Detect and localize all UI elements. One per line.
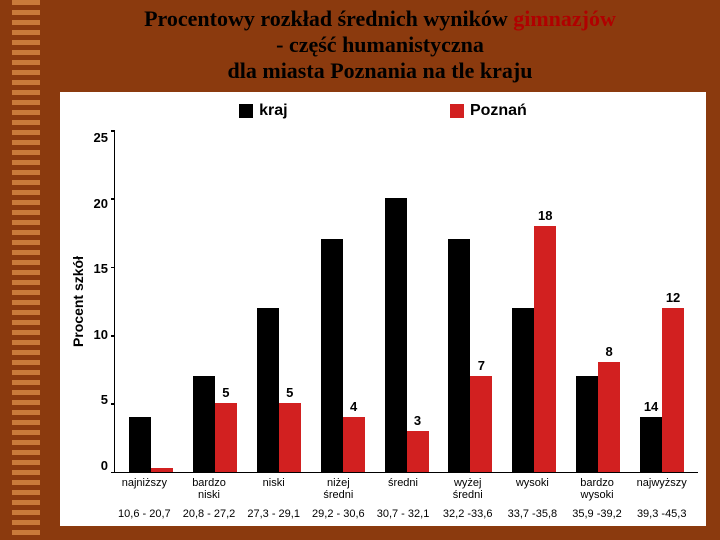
bar-poznan: 8 (598, 362, 620, 471)
legend-item-kraj: kraj (239, 102, 287, 120)
bar-poznan: 18 (534, 226, 556, 472)
plot-area: 554371881412 (114, 130, 698, 473)
title-pre: Procentowy rozkład średnich wyników (144, 6, 513, 31)
bar-kraj (193, 376, 215, 472)
tick-mark (111, 267, 115, 269)
bar-label: 14 (644, 399, 658, 414)
bar-poznan: 12 (662, 308, 684, 472)
bar-label: 3 (414, 413, 421, 428)
title-area: Procentowy rozkład średnich wyników gimn… (60, 6, 700, 84)
bar-group: 4 (311, 130, 375, 472)
bar-poznan: 4 (343, 417, 365, 472)
bar-kraj: 14 (640, 417, 662, 472)
bar-kraj (448, 239, 470, 471)
x-range-label: 27,3 - 29,1 (241, 508, 306, 520)
bar-group: 1412 (630, 130, 694, 472)
x-category-label: wyżejśredni (435, 473, 500, 502)
x-category-label: najniższy (112, 473, 177, 502)
x-category-label: średni (371, 473, 436, 502)
tick-mark (111, 472, 115, 474)
x-axis-categories: najniższybardzoniskiniskiniżejśredniśred… (108, 473, 698, 502)
tick-mark (111, 403, 115, 405)
y-tick: 5 (101, 392, 108, 407)
x-category-label: wysoki (500, 473, 565, 502)
x-category-label: niżejśredni (306, 473, 371, 502)
slide: Procentowy rozkład średnich wyników gimn… (0, 0, 720, 540)
bar-label: 5 (286, 385, 293, 400)
bar-poznan: 7 (470, 376, 492, 472)
x-axis-ranges: 10,6 - 20,720,8 - 27,227,3 - 29,129,2 - … (108, 508, 698, 520)
bar-group: 5 (247, 130, 311, 472)
bar-label: 8 (606, 344, 613, 359)
legend-label-kraj: kraj (259, 102, 287, 120)
x-range-label: 30,7 - 32,1 (371, 508, 436, 520)
x-range-label: 29,2 - 30,6 (306, 508, 371, 520)
bar-group: 7 (438, 130, 502, 472)
y-axis-ticks: 25 20 15 10 5 0 (86, 130, 114, 473)
bar-group: 5 (183, 130, 247, 472)
y-tick: 25 (94, 130, 108, 145)
title-line-2: - część humanistyczna (60, 32, 700, 58)
title-line-3: dla miasta Poznania na tle kraju (60, 58, 700, 84)
bar-group: 3 (375, 130, 439, 472)
bar-label: 18 (538, 208, 552, 223)
bar-kraj (512, 308, 534, 472)
ylabel-wrap: Procent szkół (68, 130, 86, 473)
bar-poznan (151, 468, 173, 472)
bar-kraj (576, 376, 598, 472)
bar-kraj (257, 308, 279, 472)
tick-mark (111, 335, 115, 337)
bar-poznan: 3 (407, 431, 429, 472)
bar-kraj (129, 417, 151, 472)
x-range-label: 39,3 -45,3 (629, 508, 694, 520)
x-range-label: 32,2 -33,6 (435, 508, 500, 520)
bar-label: 12 (666, 290, 680, 305)
y-tick: 0 (101, 458, 108, 473)
bar-group: 18 (502, 130, 566, 472)
bar-kraj (321, 239, 343, 471)
legend-swatch-poznan (450, 104, 464, 118)
x-category-label: niski (241, 473, 306, 502)
decorative-stripe (12, 0, 40, 540)
bar-poznan: 5 (279, 403, 301, 471)
bars-container: 554371881412 (115, 130, 698, 472)
y-tick: 15 (94, 261, 108, 276)
x-range-label: 33,7 -35,8 (500, 508, 565, 520)
x-category-label: najwyższy (629, 473, 694, 502)
x-range-label: 20,8 - 27,2 (177, 508, 242, 520)
y-tick: 20 (94, 196, 108, 211)
bar-label: 7 (478, 358, 485, 373)
bar-label: 4 (350, 399, 357, 414)
title-accent: gimnazjów (513, 6, 616, 31)
x-range-label: 35,9 -39,2 (565, 508, 630, 520)
bar-label: 5 (222, 385, 229, 400)
tick-mark (111, 198, 115, 200)
plot-row: Procent szkół 2520151050 554371881412 (68, 130, 698, 473)
title-line-1: Procentowy rozkład średnich wyników gimn… (60, 6, 700, 32)
legend: kraj Poznań (68, 102, 698, 120)
bar-poznan: 5 (215, 403, 237, 471)
x-category-label: bardzowysoki (565, 473, 630, 502)
tick-mark (111, 130, 115, 132)
chart: kraj Poznań Procent szkół 2520151050 554… (60, 92, 706, 526)
legend-label-poznan: Poznań (470, 102, 527, 120)
legend-item-poznan: Poznań (450, 102, 527, 120)
y-axis-label: Procent szkół (68, 256, 88, 347)
y-tick: 10 (94, 327, 108, 342)
x-range-label: 10,6 - 20,7 (112, 508, 177, 520)
bar-group (119, 130, 183, 472)
bar-kraj (385, 198, 407, 471)
x-category-label: bardzoniski (177, 473, 242, 502)
legend-swatch-kraj (239, 104, 253, 118)
bar-group: 8 (566, 130, 630, 472)
